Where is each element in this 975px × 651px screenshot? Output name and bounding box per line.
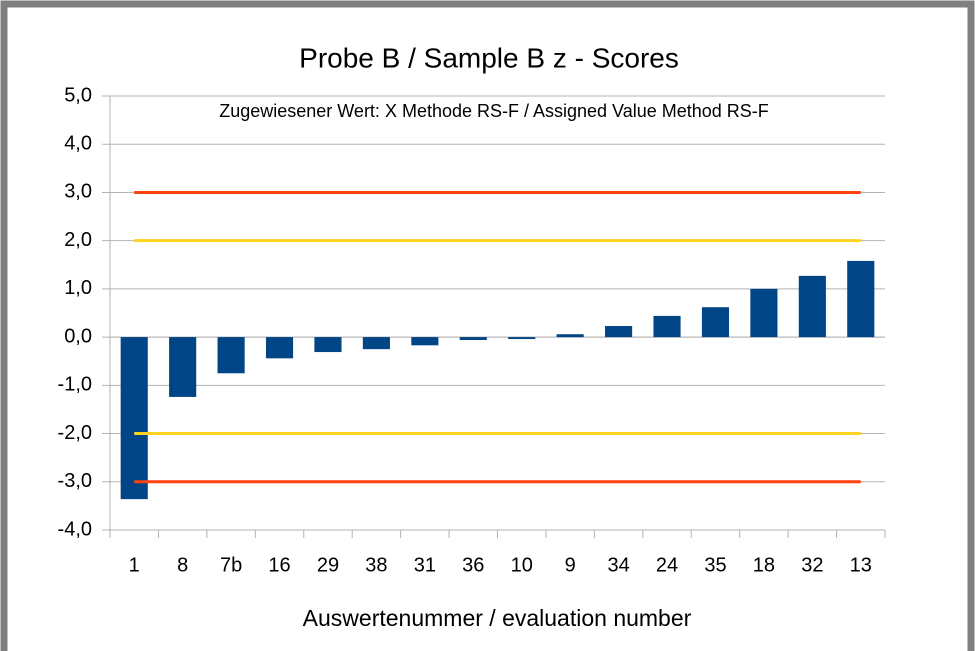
bar (459, 337, 487, 341)
y-tick-label: -2,0 (58, 422, 92, 444)
x-tick-label: 1 (129, 554, 140, 576)
bar (653, 315, 681, 338)
bar (217, 337, 245, 374)
bar (556, 334, 584, 338)
y-tick-label: -1,0 (58, 374, 92, 396)
bar (314, 337, 342, 353)
y-tick-label: 3,0 (64, 181, 92, 203)
x-tick-label: 31 (414, 554, 436, 576)
bar (169, 337, 197, 397)
y-tick-label: -3,0 (58, 470, 92, 492)
bar (701, 307, 730, 338)
x-tick-label: 9 (565, 554, 576, 576)
y-tick-label: 0,0 (64, 325, 92, 347)
x-tick-label: 18 (753, 554, 775, 576)
x-tick-label: 32 (801, 554, 823, 576)
x-tick-label: 35 (704, 554, 726, 576)
x-tick-label: 24 (656, 554, 678, 576)
x-tick-label: 29 (317, 554, 339, 576)
x-tick-label: 16 (268, 554, 290, 576)
chart-title: Probe B / Sample B z - Scores (299, 42, 679, 73)
x-tick-label: 10 (511, 554, 533, 576)
y-tick-label: 1,0 (64, 277, 92, 299)
bar (120, 337, 148, 500)
bar (605, 326, 633, 338)
x-tick-label: 38 (365, 554, 387, 576)
y-tick-label: -4,0 (58, 518, 92, 540)
bar (362, 337, 390, 350)
x-tick-label: 36 (462, 554, 484, 576)
x-tick-label: 13 (850, 554, 872, 576)
annotation: Zugewiesener Wert: X Methode RS-F / Assi… (219, 101, 769, 121)
y-tick-label: 2,0 (64, 229, 92, 251)
bar (411, 337, 439, 346)
bar (798, 275, 826, 338)
bar (750, 288, 778, 338)
y-tick-label: 4,0 (64, 133, 92, 155)
y-tick-label: 5,0 (64, 84, 92, 106)
x-axis-label: Auswertenummer / evaluation number (303, 605, 692, 631)
bar (265, 337, 294, 359)
x-tick-label: 8 (177, 554, 188, 576)
x-tick-label: 34 (607, 554, 629, 576)
bar (508, 337, 536, 340)
x-tick-label: 7b (220, 554, 242, 576)
bar (847, 260, 875, 338)
